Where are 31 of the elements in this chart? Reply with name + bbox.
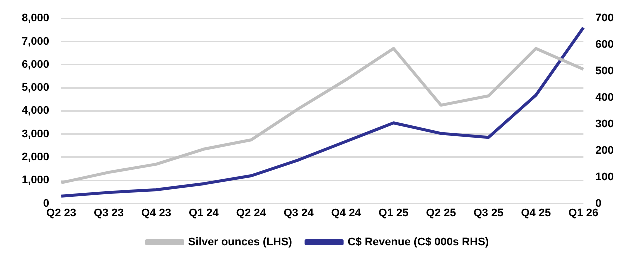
y2-tick-label: 100 [596, 171, 614, 184]
y2-tick-label: 0 [596, 198, 602, 210]
y2-tick-label: 400 [596, 92, 614, 104]
x-tick-label: Q2 25 [426, 207, 456, 220]
legend-label: Silver ounces (LHS) [188, 236, 293, 249]
y2-tick-label: 200 [596, 144, 614, 157]
y-tick-label: 5,000 [22, 82, 50, 94]
legend-label: C$ Revenue (C$ 000s RHS) [348, 236, 490, 249]
y-tick-label: 0 [43, 198, 50, 210]
y2-tick-label: 700 [596, 12, 614, 25]
x-tick-label: Q3 24 [284, 207, 315, 220]
y-tick-label: 8,000 [22, 12, 50, 25]
x-tick-label: Q1 26 [568, 207, 599, 220]
x-tick-label: Q4 25 [521, 207, 552, 220]
x-tick-label: Q2 23 [46, 207, 77, 220]
x-tick-label: Q3 25 [474, 207, 504, 220]
x-tick-label: Q1 25 [378, 207, 409, 220]
x-tick-label: Q4 23 [141, 207, 172, 220]
y-tick-label: 3,000 [22, 128, 50, 140]
x-tick-label: Q4 24 [331, 207, 362, 220]
x-tick-label: Q3 23 [94, 207, 124, 220]
y-tick-label: 6,000 [22, 58, 50, 71]
y-tick-label: 4,000 [22, 105, 50, 118]
y-tick-label: 7,000 [22, 36, 50, 48]
y2-tick-label: 300 [596, 118, 614, 130]
y2-tick-label: 600 [596, 39, 614, 52]
x-tick-label: Q2 24 [236, 207, 268, 220]
x-tick-label: Q1 24 [188, 207, 220, 220]
y2-tick-label: 500 [596, 66, 614, 78]
y-tick-label: 1,000 [22, 174, 50, 187]
y-tick-label: 2,000 [22, 152, 50, 164]
